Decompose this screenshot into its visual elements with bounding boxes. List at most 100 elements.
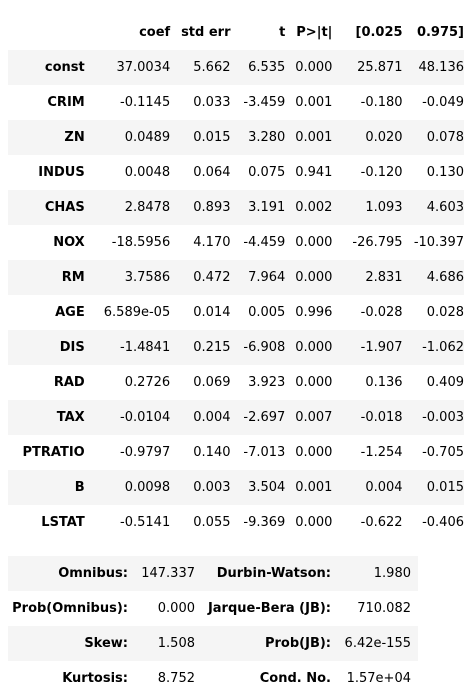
diag-value: 0.000 [157, 601, 195, 616]
cell-std-err: 0.472 [193, 270, 231, 285]
diag-label: Durbin-Watson: [216, 566, 331, 581]
table-row: RAD 0.2726 0.069 3.923 0.000 0.136 0.409 [8, 365, 464, 400]
cell-ci-lower: 2.831 [365, 270, 403, 285]
cell-p-value: 0.000 [295, 235, 333, 250]
cell-std-err: 0.015 [193, 130, 231, 145]
diag-value: 1.508 [157, 636, 195, 651]
table-row: DIS -1.4841 0.215 -6.908 0.000 -1.907 -1.062 [8, 330, 464, 365]
row-label: DIS [59, 340, 85, 355]
cell-ci-upper: 4.686 [426, 270, 464, 285]
cell-coef: 0.0048 [124, 165, 171, 180]
cell-ci-lower: -0.180 [360, 95, 403, 110]
cell-p-value: 0.000 [295, 515, 333, 530]
cell-ci-upper: -0.003 [422, 410, 464, 425]
diag-label: Prob(Omnibus): [12, 601, 128, 616]
row-label: LSTAT [41, 515, 85, 530]
cell-ci-lower: -1.907 [360, 340, 403, 355]
diag-value: 710.082 [357, 601, 411, 616]
table-row: NOX -18.5956 4.170 -4.459 0.000 -26.795 -10.39… [8, 225, 464, 260]
cell-p-value: 0.000 [295, 60, 333, 75]
row-label: ZN [64, 130, 85, 145]
cell-t: -9.369 [243, 515, 286, 530]
header-p-value: P>|t| [296, 25, 333, 40]
cell-ci-upper: 48.136 [418, 60, 465, 75]
cell-p-value: 0.000 [295, 270, 333, 285]
cell-std-err: 5.662 [193, 60, 231, 75]
cell-coef: -1.4841 [120, 340, 171, 355]
row-label: RAD [53, 375, 85, 390]
cell-p-value: 0.000 [295, 340, 333, 355]
table-row: B 0.0098 0.003 3.504 0.001 0.004 0.015 [8, 470, 464, 505]
cell-ci-lower: 0.020 [365, 130, 403, 145]
table-row: PTRATIO -0.9797 0.140 -7.013 0.000 -1.254 -0.7… [8, 435, 464, 470]
cell-std-err: 0.069 [193, 375, 231, 390]
cell-std-err: 0.033 [193, 95, 231, 110]
cell-t: -3.459 [243, 95, 286, 110]
row-label: const [44, 60, 85, 75]
cell-ci-lower: -0.120 [360, 165, 403, 180]
cell-ci-lower: -0.018 [360, 410, 403, 425]
diag-label: Prob(JB): [264, 636, 331, 651]
header-ci-lower: [0.025 [355, 25, 403, 40]
cell-coef: -0.0104 [120, 410, 171, 425]
row-label: TAX [56, 410, 85, 425]
cell-coef: -0.5141 [120, 515, 171, 530]
header-std-err: std err [181, 25, 231, 40]
cell-std-err: 0.003 [193, 480, 231, 495]
cell-ci-lower: -0.622 [360, 515, 403, 530]
cell-t: 3.280 [248, 130, 286, 145]
cell-coef: -0.1145 [120, 95, 171, 110]
diag-label: Omnibus: [58, 566, 128, 581]
table-row: TAX -0.0104 0.004 -2.697 0.007 -0.018 -0.003 [8, 400, 464, 435]
cell-t: 7.964 [248, 270, 286, 285]
cell-ci-upper: 0.028 [426, 305, 464, 320]
cell-ci-lower: -0.028 [360, 305, 403, 320]
cell-std-err: 0.004 [193, 410, 231, 425]
row-label: RM [61, 270, 85, 285]
coefficients-header-row: coef std err t P>|t| [0.025 0.975] [8, 15, 464, 50]
cell-coef: -18.5956 [111, 235, 171, 250]
table-row: RM 3.7586 0.472 7.964 0.000 2.831 4.686 [8, 260, 464, 295]
diagnostics-row: Prob(Omnibus): 0.000 Jarque-Bera (JB): 710.… [8, 591, 418, 626]
diag-label: Cond. No. [259, 671, 331, 686]
diagnostics-row: Omnibus: 147.337 Durbin-Watson: 1.980 [8, 556, 418, 591]
row-label: NOX [53, 235, 85, 250]
diag-value: 6.42e-155 [344, 636, 411, 651]
row-label: INDUS [38, 165, 85, 180]
cell-ci-upper: 4.603 [426, 200, 464, 215]
cell-ci-lower: 0.004 [365, 480, 403, 495]
cell-t: 6.535 [248, 60, 286, 75]
cell-p-value: 0.001 [295, 130, 333, 145]
cell-ci-upper: -10.397 [413, 235, 464, 250]
cell-ci-lower: 0.136 [365, 375, 403, 390]
cell-ci-upper: -1.062 [422, 340, 464, 355]
table-row: INDUS 0.0048 0.064 0.075 0.941 -0.120 0.130 [8, 155, 464, 190]
header-coef: coef [139, 25, 171, 40]
cell-t: 3.191 [248, 200, 286, 215]
diag-value: 147.337 [141, 566, 195, 581]
cell-coef: 0.0098 [124, 480, 171, 495]
diagnostics-body: Omnibus: 147.337 Durbin-Watson: 1.980 Prob(O… [8, 556, 418, 696]
diag-label: Kurtosis: [62, 671, 128, 686]
cell-ci-upper: 0.409 [426, 375, 464, 390]
coefficients-table: coef std err t P>|t| [0.025 0.975] const… [8, 15, 464, 540]
cell-ci-upper: -0.049 [422, 95, 464, 110]
table-row: CHAS 2.8478 0.893 3.191 0.002 1.093 4.603 [8, 190, 464, 225]
header-ci-upper: 0.975] [416, 25, 464, 40]
cell-ci-upper: 0.130 [426, 165, 464, 180]
cell-coef: 6.589e-05 [103, 305, 171, 320]
cell-p-value: 0.007 [295, 410, 333, 425]
cell-ci-lower: 1.093 [365, 200, 403, 215]
cell-ci-upper: 0.015 [426, 480, 464, 495]
cell-t: -7.013 [243, 445, 286, 460]
header-t: t [279, 25, 286, 40]
table-row: CRIM -0.1145 0.033 -3.459 0.001 -0.180 -0.049 [8, 85, 464, 120]
cell-ci-upper: -0.705 [422, 445, 464, 460]
cell-std-err: 0.140 [193, 445, 231, 460]
diag-value: 8.752 [157, 671, 195, 686]
cell-p-value: 0.001 [295, 95, 333, 110]
diagnostics-table: Omnibus: 147.337 Durbin-Watson: 1.980 Prob(O… [8, 556, 418, 696]
header-blank [8, 15, 85, 50]
cell-ci-upper: 0.078 [426, 130, 464, 145]
table-row: LSTAT -0.5141 0.055 -9.369 0.000 -0.622 -0.406 [8, 505, 464, 540]
